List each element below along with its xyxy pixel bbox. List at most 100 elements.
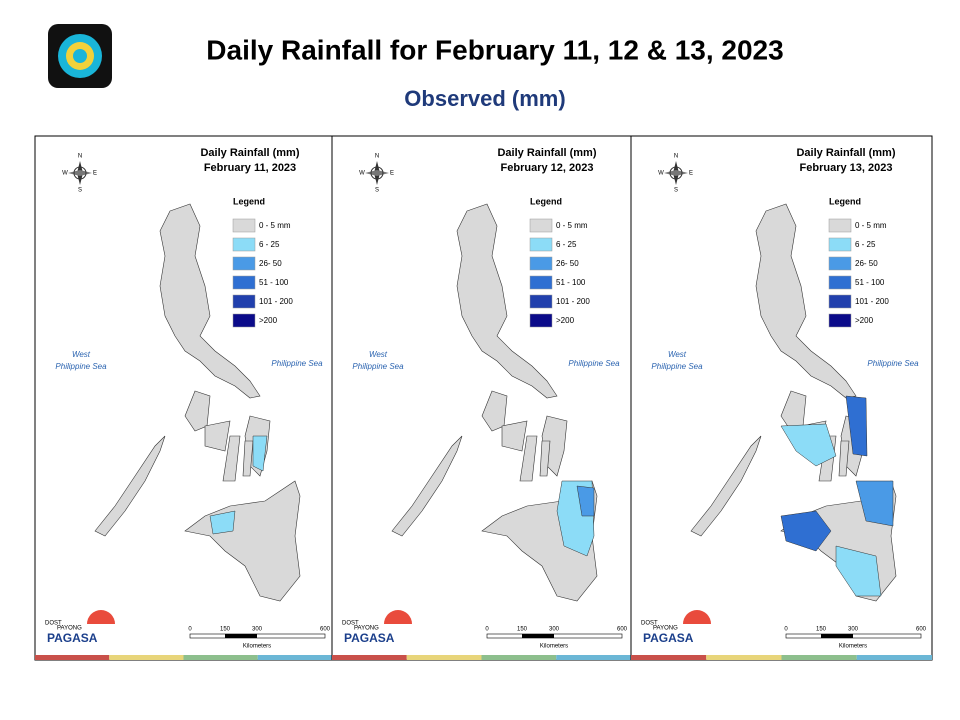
scale-label: 0 — [784, 627, 788, 633]
color-strip — [781, 655, 857, 660]
legend-swatch — [529, 294, 553, 309]
landmass — [222, 435, 241, 482]
panel-date: February 12, 2023 — [501, 162, 594, 174]
sea-label: West — [369, 350, 388, 359]
scale-label: 300 — [252, 627, 263, 633]
panel-heading: Daily Rainfall (mm) — [497, 147, 596, 159]
sea-label: West — [668, 350, 687, 359]
legend-label: 0 - 5 mm — [259, 221, 291, 230]
legend-label: 0 - 5 mm — [855, 221, 887, 230]
panel-heading: Daily Rainfall (mm) — [796, 147, 895, 159]
legend-label: 26- 50 — [855, 259, 878, 268]
legend-label: 51 - 100 — [259, 278, 289, 287]
logo-text: DOST — [45, 621, 62, 627]
panel-heading: Daily Rainfall (mm) — [200, 147, 299, 159]
landmass — [159, 203, 261, 399]
logo-text: PAYONG — [354, 626, 379, 632]
landmass — [456, 203, 558, 399]
pagasa-logo — [683, 610, 711, 624]
agency-logo — [48, 24, 112, 88]
legend-label: 51 - 100 — [556, 278, 586, 287]
legend-label: 26- 50 — [556, 259, 579, 268]
landmass — [184, 480, 301, 602]
scale-label: 150 — [816, 627, 827, 633]
rain-area — [780, 510, 832, 552]
rain-area — [855, 480, 894, 527]
logo-text: PAGASA — [47, 631, 98, 645]
map-panel: Daily Rainfall (mm) February 11, 2023 N S E W… — [34, 135, 333, 661]
compass-label: N — [78, 154, 82, 160]
legend-swatch — [232, 256, 256, 271]
logo-text: PAYONG — [57, 626, 82, 632]
compass-label: S — [78, 188, 82, 194]
legend-label: 6 - 25 — [259, 240, 280, 249]
legend-label: >200 — [855, 316, 874, 325]
scale-label: 150 — [517, 627, 528, 633]
legend-label: 101 - 200 — [556, 297, 590, 306]
scale-unit: Kilometers — [540, 644, 568, 650]
color-strip — [631, 655, 707, 660]
landmass — [690, 435, 762, 537]
color-strip — [332, 655, 407, 660]
legend-title: Legend — [233, 196, 265, 206]
compass-label: E — [390, 171, 394, 177]
compass-label: E — [689, 171, 693, 177]
compass-label: S — [375, 188, 379, 194]
rain-area — [780, 423, 837, 467]
scale-bar — [785, 633, 922, 639]
scale-label: 0 — [485, 627, 489, 633]
landmass — [501, 420, 528, 452]
panel-date: February 13, 2023 — [800, 162, 893, 174]
legend-swatch — [828, 313, 852, 328]
compass — [370, 166, 384, 180]
pagasa-logo — [87, 610, 115, 624]
map-panel: Daily Rainfall (mm) February 13, 2023 N S E W… — [630, 135, 933, 661]
color-strip — [183, 655, 258, 660]
compass — [669, 166, 683, 180]
legend-swatch — [529, 275, 553, 290]
scale-label: 600 — [320, 627, 331, 633]
legend-label: >200 — [259, 316, 278, 325]
legend-swatch — [232, 275, 256, 290]
landmass — [204, 420, 231, 452]
compass-label: S — [674, 188, 678, 194]
rain-area — [209, 510, 236, 535]
color-strip — [35, 655, 110, 660]
landmass — [94, 435, 166, 537]
scale-bar — [821, 634, 853, 638]
rain-area — [835, 545, 882, 597]
legend-swatch — [828, 294, 852, 309]
legend-swatch — [232, 218, 256, 233]
landmass — [539, 440, 551, 477]
scale-unit: Kilometers — [243, 644, 271, 650]
logo-text: PAGASA — [643, 631, 694, 645]
scale-bar — [486, 633, 623, 639]
landmass — [519, 435, 538, 482]
compass-label: N — [375, 154, 379, 160]
panel-date: February 11, 2023 — [204, 162, 296, 174]
compass-label: W — [658, 171, 664, 177]
sea-label: Philippine Sea — [568, 359, 620, 368]
sea-label: Philippine Sea — [651, 362, 703, 371]
legend-swatch — [529, 313, 553, 328]
compass-label: W — [62, 171, 68, 177]
logo-text: PAGASA — [344, 631, 395, 645]
title: Daily Rainfall for February 11, 12 & 13,… — [206, 34, 783, 65]
legend-label: 0 - 5 mm — [556, 221, 588, 230]
compass-label: N — [674, 154, 678, 160]
rain-area — [252, 435, 268, 472]
legend-title: Legend — [829, 196, 861, 206]
color-strip — [856, 655, 932, 660]
legend-label: 101 - 200 — [855, 297, 889, 306]
legend-swatch — [529, 256, 553, 271]
logo-text: PAYONG — [653, 626, 678, 632]
scale-unit: Kilometers — [839, 644, 867, 650]
legend-swatch — [828, 218, 852, 233]
legend-label: 6 - 25 — [855, 240, 876, 249]
legend-swatch — [232, 237, 256, 252]
scale-bar — [225, 634, 257, 638]
logo-text: DOST — [641, 621, 658, 627]
color-strip — [706, 655, 782, 660]
compass-label: W — [359, 171, 365, 177]
